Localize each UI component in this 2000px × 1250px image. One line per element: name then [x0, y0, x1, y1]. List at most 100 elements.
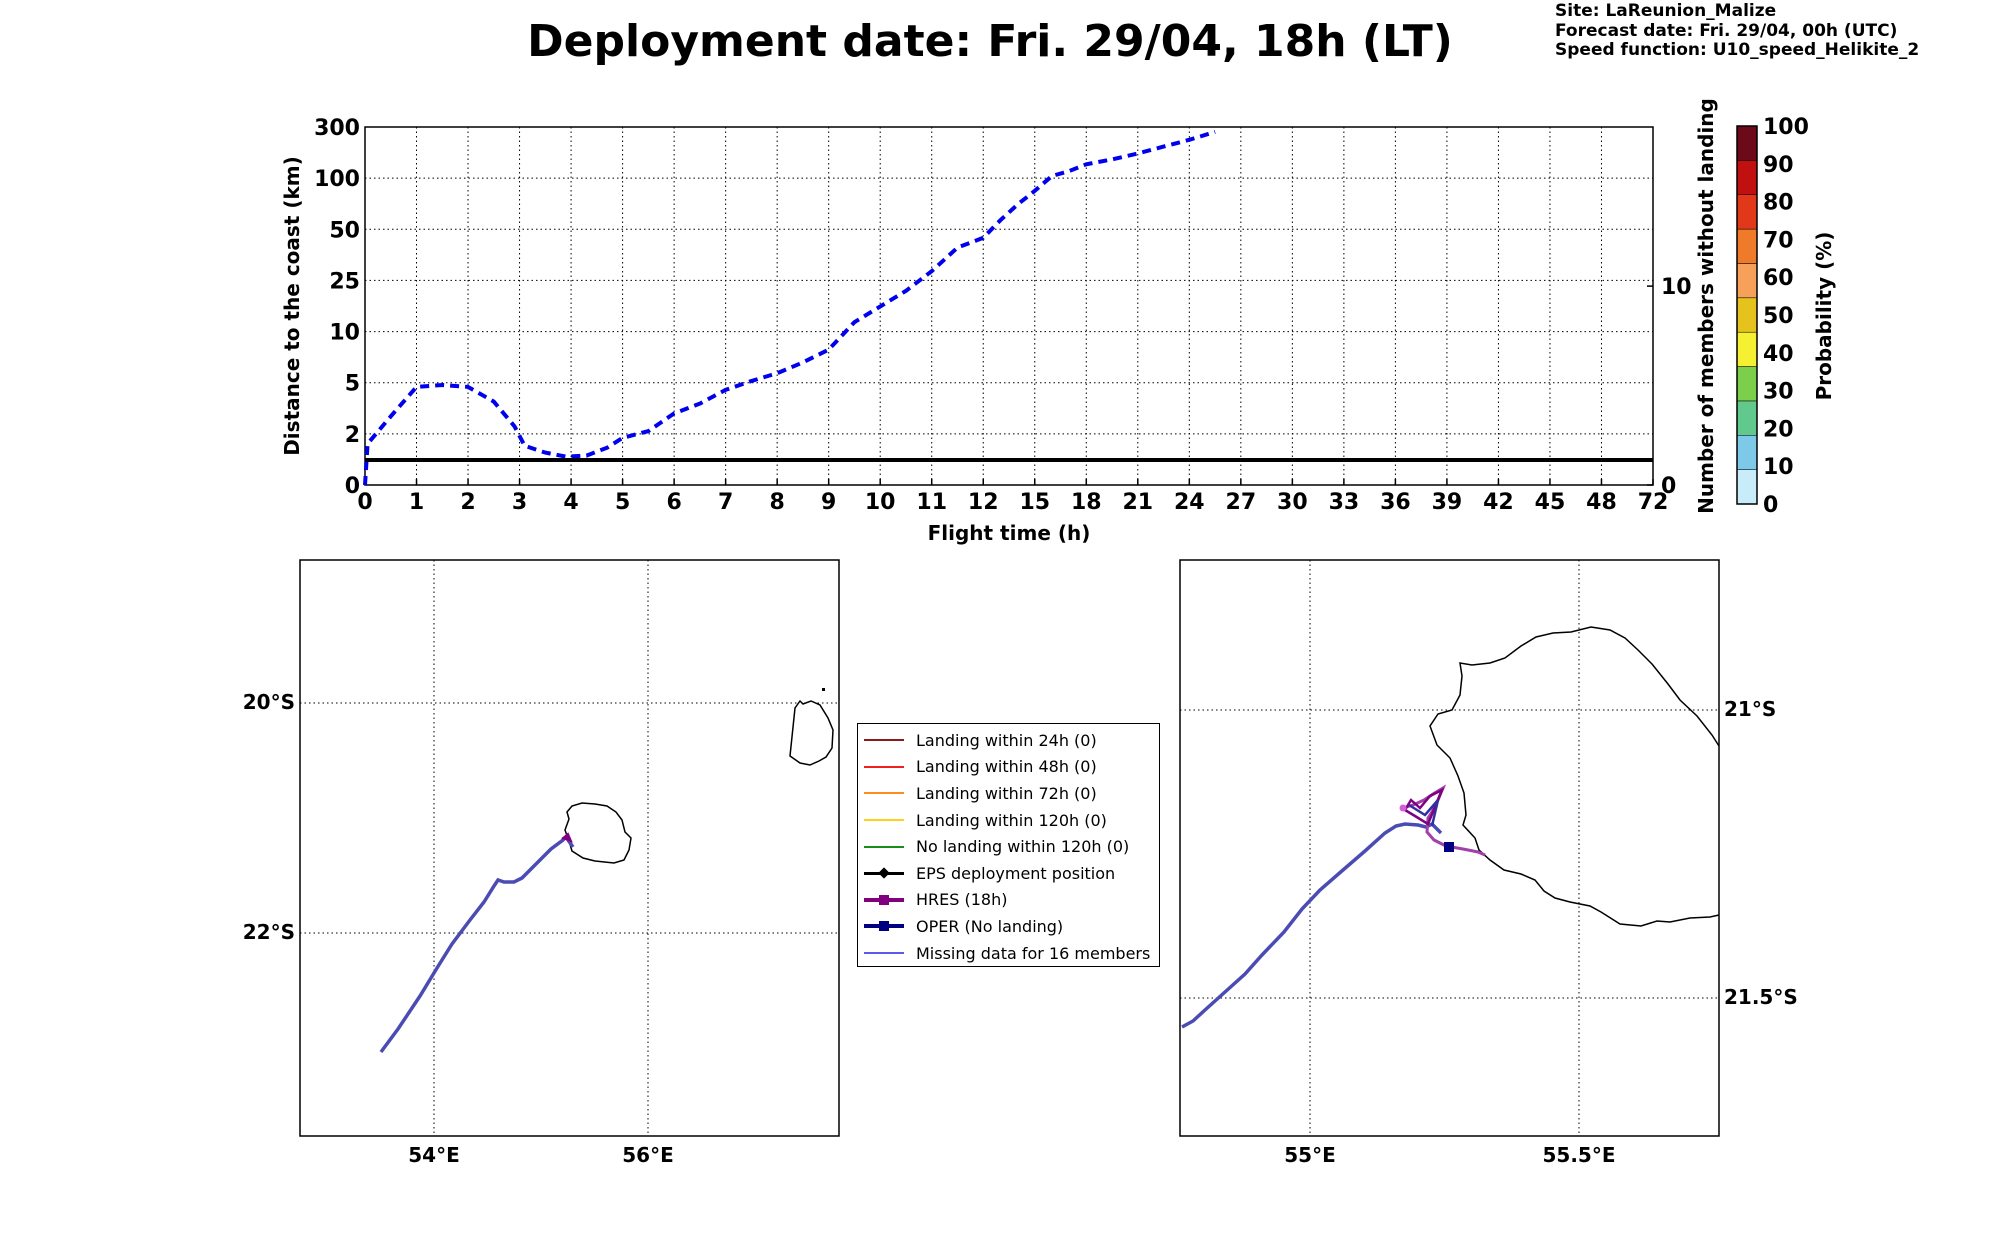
legend-item: Landing within 24h (0) [864, 727, 1159, 754]
legend-swatch [864, 920, 904, 932]
legend-item: Landing within 48h (0) [864, 754, 1159, 781]
x-tick-label: 30 [1277, 490, 1308, 515]
colorbar-tick-label: 40 [1763, 342, 1794, 367]
legend-swatch [864, 867, 904, 879]
legend-item: Landing within 72h (0) [864, 780, 1159, 807]
x-tick-label: 7 [718, 490, 733, 515]
y-tick-label: 25 [329, 269, 360, 294]
colorbar-tick-label: 90 [1763, 153, 1794, 178]
plot-grid [364, 127, 1654, 486]
colorbar-tick-label: 30 [1763, 380, 1794, 405]
legend-label: HRES (18h) [916, 890, 1008, 910]
legend-label: EPS deployment position [916, 863, 1116, 883]
colorbar-tick-label: 20 [1763, 417, 1794, 442]
legend-swatch [864, 761, 904, 773]
legend-label: Landing within 120h (0) [916, 810, 1107, 830]
x-tick-label: 36 [1380, 490, 1411, 515]
colorbar-frame [1736, 125, 1758, 505]
legend-label: Missing data for 16 members [916, 943, 1151, 963]
legend-label: Landing within 72h (0) [916, 783, 1097, 803]
speed-function-label: Speed function: U10_speed_Helikite_2 [1555, 40, 1920, 60]
y-right-tick-label: 10 [1661, 275, 1692, 300]
left-map-lon-label: 56°E [622, 1143, 674, 1167]
x-tick-label: 11 [916, 490, 947, 515]
distance-series-line [363, 129, 1216, 486]
y-tick-label: 100 [314, 167, 360, 192]
colorbar-cell [1736, 469, 1758, 505]
y-right-tick-labels: 0 10 [1661, 275, 1692, 499]
oper-trajectory-detail [1408, 799, 1440, 827]
x-tick-label: 21 [1122, 490, 1153, 515]
colorbar-tick-label: 50 [1763, 304, 1794, 329]
colorbar-cell [1736, 194, 1758, 230]
x-tick-label: 1 [409, 490, 424, 515]
right-map-lon-label: 55.5°E [1542, 1143, 1615, 1167]
right-map: 21°S 21.5°S 55°E 55.5°E [1179, 559, 1798, 1167]
legend-swatch [864, 947, 904, 959]
x-tick-label: 15 [1019, 490, 1050, 515]
x-tick-label: 4 [563, 490, 578, 515]
legend-swatch [864, 734, 904, 746]
colorbar-cells [1736, 125, 1758, 505]
colorbar-tick-labels: 0 10 20 30 40 50 60 70 80 90 100 [1763, 115, 1809, 518]
legend-swatch [864, 841, 904, 853]
colorbar-tick-label: 60 [1763, 266, 1794, 291]
y-tick-label: 5 [345, 372, 360, 397]
y-tick-label: 50 [329, 218, 360, 243]
legend-item: EPS deployment position [864, 860, 1159, 887]
plot-series [363, 129, 1653, 486]
x-tick-label: 18 [1071, 490, 1102, 515]
diamond-marker-icon [878, 867, 890, 879]
hres-trajectory [561, 832, 573, 843]
legend-label: Landing within 24h (0) [916, 730, 1097, 750]
x-tick-labels: 0 1 2 3 4 5 6 7 8 9 10 11 12 15 18 21 24 27 30 33 36 39 42 45 48… [357, 490, 1668, 515]
colorbar-tick-label: 100 [1763, 115, 1809, 140]
colorbar-cell [1736, 125, 1758, 161]
chart-title: Deployment date: Fri. 29/04, 18h (LT) [527, 16, 1453, 67]
legend-item: Landing within 120h (0) [864, 807, 1159, 834]
legend-item: HRES (18h) [864, 887, 1159, 914]
left-map: 20°S 22°S 54°E 56°E [243, 559, 840, 1167]
colorbar-cell [1736, 297, 1758, 333]
x-tick-label: 24 [1174, 490, 1205, 515]
y-tick-label: 10 [329, 321, 360, 346]
left-map-lat-label: 20°S [243, 690, 295, 714]
x-tick-label: 3 [512, 490, 527, 515]
colorbar-cell [1736, 400, 1758, 436]
right-map-lat-label: 21°S [1724, 697, 1776, 721]
missing-members-trajectory [379, 832, 575, 1054]
x-tick-label: 72 [1638, 490, 1669, 515]
y-right-tick-label: 0 [1661, 474, 1676, 499]
x-tick-label: 0 [357, 490, 372, 515]
probability-colorbar: 0 10 20 30 40 50 60 70 80 90 100 Probability (%) [1736, 115, 1836, 518]
site-label: Site: LaReunion_Malize [1555, 1, 1777, 21]
y-tick-label: 2 [345, 423, 360, 448]
colorbar-cell [1736, 435, 1758, 470]
trajectory-legend: Landing within 24h (0) Landing within 48h… [857, 723, 1160, 967]
legend-label: Landing within 48h (0) [916, 757, 1097, 777]
legend-item: No landing within 120h (0) [864, 833, 1159, 860]
mauritius-coastline [789, 699, 834, 766]
colorbar-cell [1736, 160, 1758, 195]
x-tick-label: 45 [1535, 490, 1566, 515]
distance-chart: 0 1 2 3 4 5 6 7 8 9 10 11 12 15 18 21 24 27 30 33 36 39 42 45 48… [280, 98, 1718, 545]
x-tick-label: 5 [615, 490, 630, 515]
y-tick-label: 0 [345, 474, 360, 499]
x-tick-label: 8 [770, 490, 785, 515]
colorbar-cell [1736, 263, 1758, 299]
x-tick-label: 9 [821, 490, 836, 515]
colorbar-cell [1736, 228, 1758, 264]
x-tick-label: 27 [1226, 490, 1257, 515]
right-map-lon-label: 55°E [1284, 1143, 1336, 1167]
legend-swatch [864, 814, 904, 826]
left-map-lat-label: 22°S [243, 920, 295, 944]
colorbar-tick-label: 0 [1763, 493, 1778, 518]
hres-trajectory-detail [1402, 784, 1486, 857]
legend-label: OPER (No landing) [916, 916, 1064, 936]
colorbar-tick-label: 80 [1763, 191, 1794, 216]
x-tick-label: 39 [1432, 490, 1463, 515]
right-map-lat-label: 21.5°S [1724, 985, 1798, 1009]
y-axis-label: Distance to the coast (km) [280, 156, 304, 456]
oper-end-marker [1444, 842, 1454, 852]
